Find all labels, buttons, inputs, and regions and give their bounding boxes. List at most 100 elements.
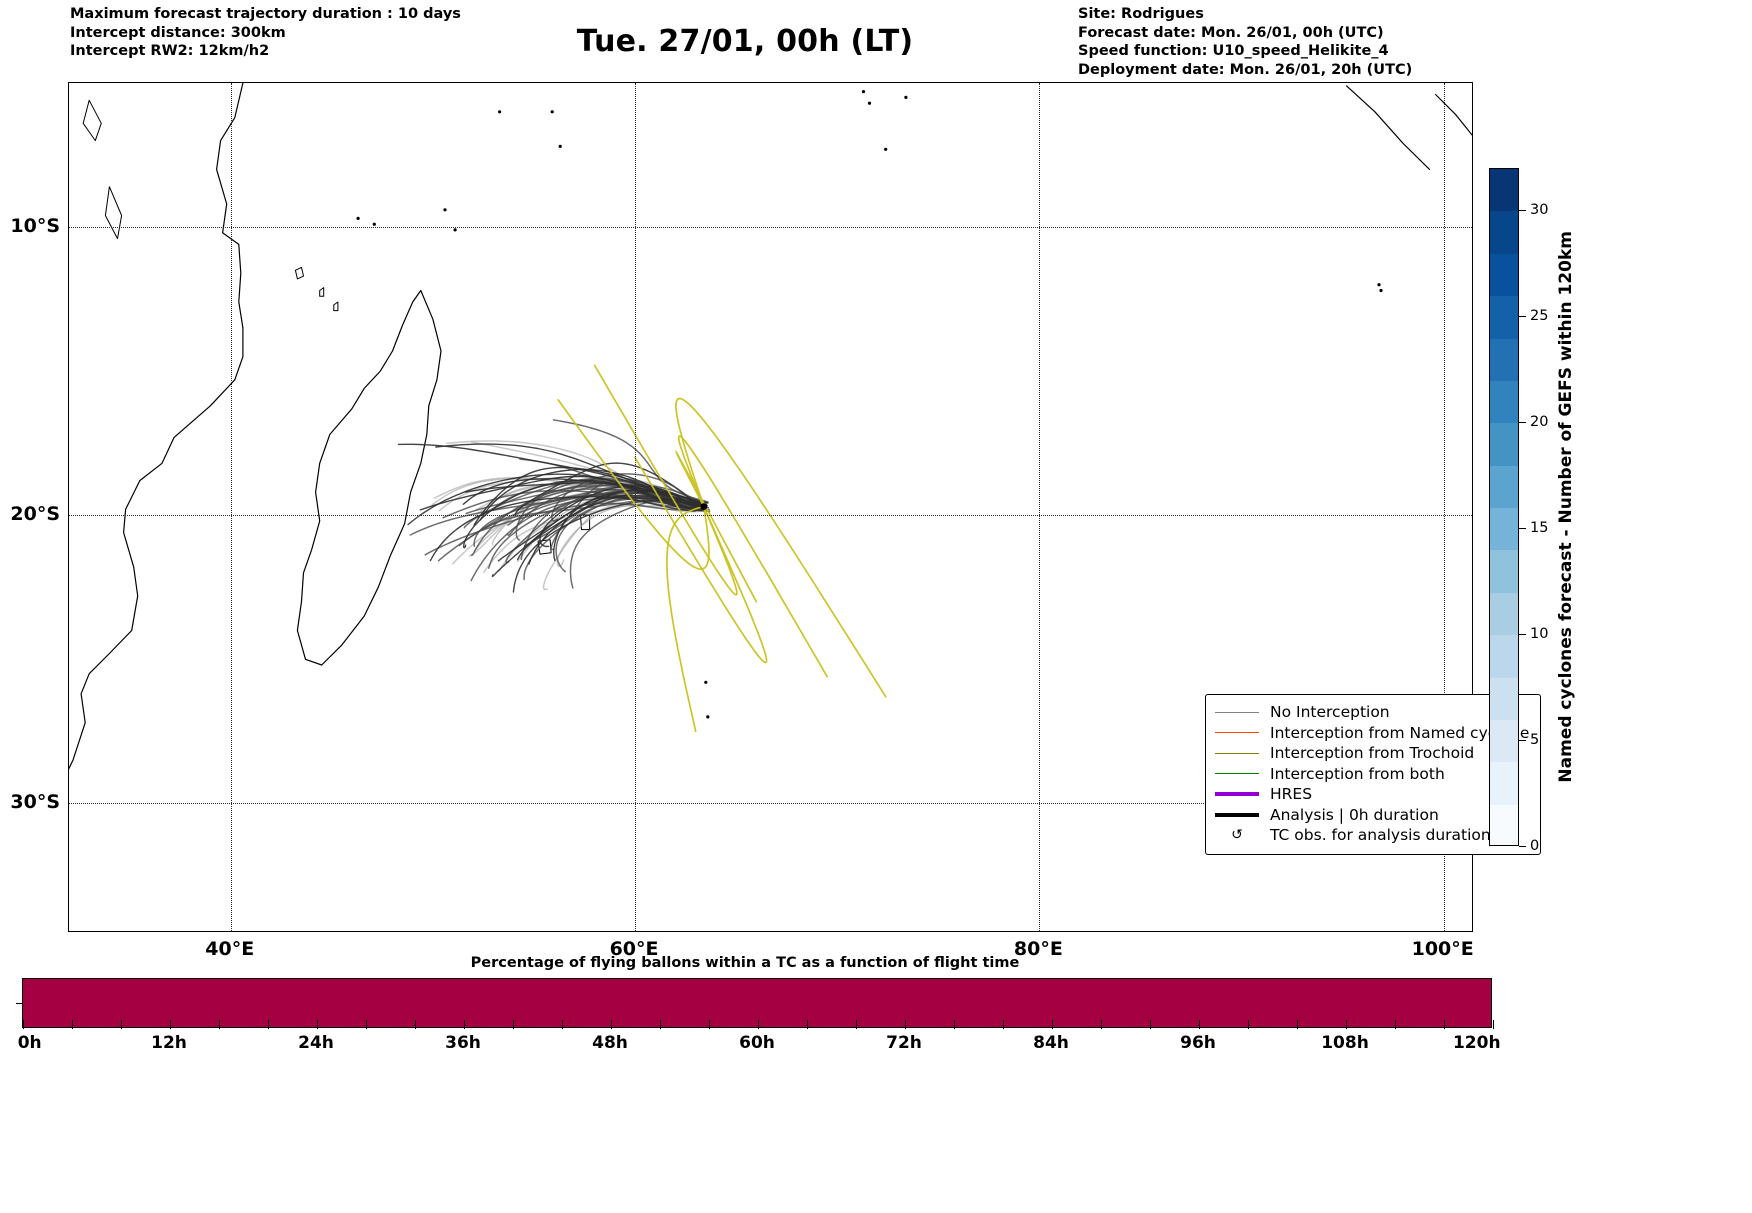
percentage-bar-tick-label: 96h xyxy=(1180,1033,1216,1053)
percentage-bar-minor-tick xyxy=(611,1020,612,1029)
island-marker xyxy=(558,144,562,148)
map-x-tick-label: 40°E xyxy=(205,938,255,960)
percentage-bar-tick-label: 60h xyxy=(739,1033,775,1053)
island-marker xyxy=(550,110,554,114)
percentage-bar-minor-tick xyxy=(807,1020,808,1029)
coastline-mayotte xyxy=(319,287,325,297)
legend-color-swatch xyxy=(1215,773,1259,775)
percentage-bar-minor-tick xyxy=(268,1020,269,1029)
legend-item-label: Analysis | 0h duration xyxy=(1270,805,1439,824)
balloon-trajectory-trochoid xyxy=(593,364,738,596)
legend-item: Interception from Trochoid xyxy=(1215,743,1529,764)
legend-item: Analysis | 0h duration xyxy=(1215,805,1529,826)
map-y-tick-label: 10°S xyxy=(10,215,60,238)
percentage-bar-minor-tick xyxy=(758,1020,759,1029)
legend-item: ↺ TC obs. for analysis duration xyxy=(1215,825,1529,846)
map-vector-layer xyxy=(69,83,1472,770)
legend-color-swatch xyxy=(1215,752,1259,754)
percentage-bar-minor-tick xyxy=(415,1020,416,1029)
percentage-bar-tick-label: 72h xyxy=(886,1033,922,1053)
percentage-bar-tick-label: 24h xyxy=(298,1033,334,1053)
percentage-bar-minor-tick xyxy=(72,1020,73,1029)
colorbar: 0 5 10 15 20 25 30 xyxy=(1489,168,1548,854)
coastline-comoros xyxy=(294,266,304,280)
percentage-bar-minor-tick xyxy=(1248,1020,1249,1029)
island-marker xyxy=(904,95,908,99)
legend-item-label: Interception from both xyxy=(1270,764,1445,783)
percentage-bar-minor-tick xyxy=(1297,1020,1298,1029)
header-speed-function: Speed function: U10_speed_Helikite_4 xyxy=(1078,43,1389,59)
percentage-bar-minor-tick xyxy=(1444,1020,1445,1029)
balloon-trajectory-trochoid xyxy=(675,449,758,603)
tc-obs-icon: ↺ xyxy=(1231,827,1243,844)
colorbar-segment xyxy=(1490,719,1518,763)
map-gridline-horizontal xyxy=(69,515,1472,517)
balloon-trajectory-trochoid xyxy=(557,399,710,570)
percentage-bar-minor-tick xyxy=(170,1020,171,1029)
colorbar-tick xyxy=(1519,740,1526,742)
balloon-trajectory xyxy=(491,494,709,578)
percentage-bar-tick-label: 84h xyxy=(1033,1033,1069,1053)
balloon-trajectory-trochoid xyxy=(677,435,828,678)
coastline-sumatra xyxy=(1346,85,1431,170)
map-x-tick-label: 80°E xyxy=(1013,938,1063,960)
percentage-bar-minor-tick xyxy=(1101,1020,1102,1029)
map-canvas xyxy=(69,83,1472,931)
legend-item-label: Interception from Named cyclone xyxy=(1270,723,1530,742)
percentage-bar-minor-tick xyxy=(856,1020,857,1029)
coastline-reunion xyxy=(537,539,552,555)
colorbar-tick-label: 0 xyxy=(1530,838,1540,854)
percentage-bar-minor-tick xyxy=(1003,1020,1004,1029)
balloon-trajectory xyxy=(516,489,709,561)
colorbar-segment xyxy=(1490,465,1518,508)
colorbar-segment xyxy=(1490,508,1518,551)
coastline-java xyxy=(1435,93,1472,136)
legend-item: HRES xyxy=(1215,784,1529,805)
percentage-bar-minor-tick xyxy=(1346,1020,1347,1029)
percentage-bar-minor-tick xyxy=(121,1020,122,1029)
colorbar-tick xyxy=(1519,528,1526,530)
percentage-bar-minor-tick xyxy=(905,1020,906,1029)
map-y-tick-label: 30°S xyxy=(10,791,60,814)
island-marker xyxy=(861,90,866,94)
legend-item: No Interception xyxy=(1215,702,1529,723)
percentage-bar-tick-label: 0h xyxy=(17,1033,42,1053)
colorbar-segment xyxy=(1490,635,1518,678)
map-x-tick-label: 100°E xyxy=(1411,938,1474,960)
coastline-lake-malawi xyxy=(104,186,123,240)
island-marker xyxy=(706,715,710,719)
island-marker xyxy=(498,110,502,114)
balloon-trajectory-trochoid xyxy=(634,456,768,664)
figure-title: Tue. 27/01, 00h (LT) xyxy=(576,24,914,59)
colorbar-segment xyxy=(1490,677,1518,720)
percentage-bar-fill xyxy=(23,979,1491,1027)
colorbar-tick xyxy=(1519,846,1526,847)
colorbar-segment xyxy=(1490,211,1518,254)
colorbar-tick-label: 20 xyxy=(1530,414,1549,431)
legend-color-swatch xyxy=(1215,732,1259,734)
colorbar-tick-label: 5 xyxy=(1530,732,1540,749)
percentage-bar-minor-tick xyxy=(1493,1020,1494,1029)
map-y-tick-label: 20°S xyxy=(10,503,60,526)
island-marker xyxy=(372,222,376,226)
colorbar-segment xyxy=(1490,380,1518,424)
header-site: Site: Rodrigues xyxy=(1078,6,1204,22)
map-gridline-horizontal xyxy=(69,227,1472,229)
island-marker xyxy=(704,680,708,684)
balloon-trajectory-trochoid xyxy=(666,505,705,733)
colorbar-tick xyxy=(1519,316,1526,318)
colorbar-tick-label: 25 xyxy=(1530,308,1549,325)
header-right-info: Site: Rodrigues Forecast date: Mon. 26/0… xyxy=(1078,5,1412,79)
percentage-bar-tick-label: 108h xyxy=(1321,1033,1369,1053)
map-gridline-vertical xyxy=(1039,83,1041,931)
percentage-bar-tick-label: 12h xyxy=(151,1033,187,1053)
colorbar-tick xyxy=(1519,634,1526,636)
percentage-bar-tick-label: 36h xyxy=(445,1033,481,1053)
coastline-africa xyxy=(69,83,244,770)
island-marker xyxy=(884,147,888,151)
header-intercept-rw2: Intercept RW2: 12km/h2 xyxy=(70,43,270,59)
percentage-bar-caption: Percentage of flying ballons within a TC… xyxy=(470,955,1020,971)
percentage-bar-minor-tick xyxy=(1150,1020,1151,1029)
percentage-bar-minor-tick xyxy=(366,1020,367,1029)
percentage-bar-minor-tick xyxy=(513,1020,514,1029)
